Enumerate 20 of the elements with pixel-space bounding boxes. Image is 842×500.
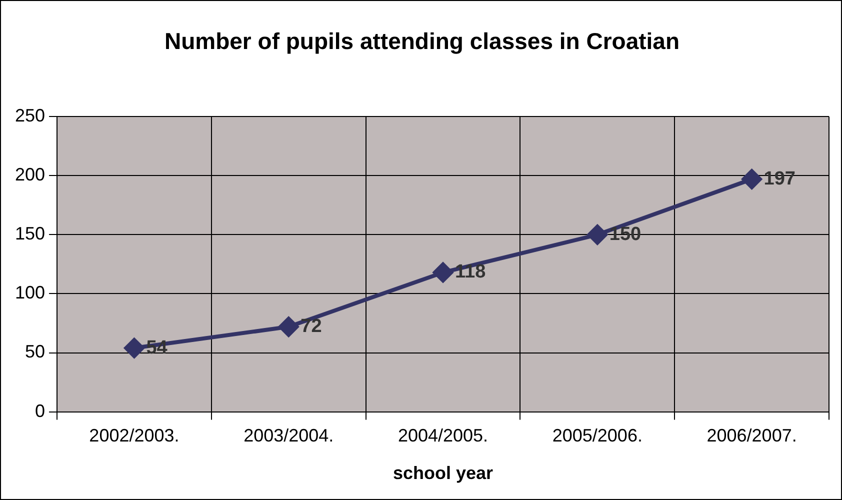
x-tick-label: 2006/2007. [706, 426, 797, 446]
y-tick-label: 250 [14, 106, 46, 126]
y-tick-label: 50 [25, 342, 46, 362]
x-tick-label: 2002/2003. [89, 426, 180, 446]
chart-title: Number of pupils attending classes in Croatian [164, 28, 680, 54]
data-label: 72 [300, 316, 322, 338]
y-tick-label: 0 [35, 400, 46, 421]
data-label: 118 [455, 262, 486, 283]
x-tick-label: 2004/2005. [398, 426, 488, 446]
point [124, 338, 144, 358]
y-tick-label: 150 [14, 224, 46, 244]
y-tick-label: 200 [14, 164, 46, 185]
point [278, 316, 299, 337]
x-tick-label: 2003/2004. [244, 426, 334, 446]
point [742, 169, 762, 190]
y-tick-label: 100 [14, 282, 46, 303]
point [433, 262, 454, 282]
x-tick-label: 2005/2006. [552, 426, 642, 446]
point [587, 224, 608, 245]
x-axis-title: school year [392, 463, 494, 484]
